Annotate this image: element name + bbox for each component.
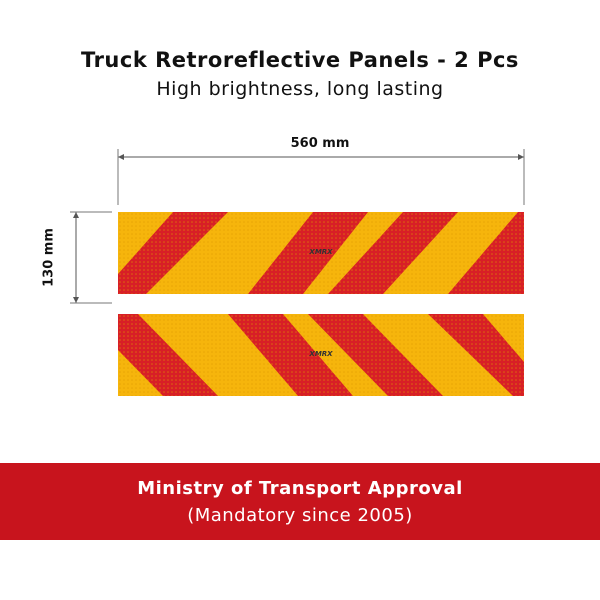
brand-logo: XMRX [309,350,333,358]
approval-subtitle: (Mandatory since 2005) [187,505,413,526]
reflective-panel-bottom: XMRX [118,314,524,396]
approval-banner [0,463,600,540]
brand-logo: XMRX [309,248,333,256]
height-dimension-label: 130 mm [41,228,57,287]
page-subtitle: High brightness, long lasting [156,78,444,100]
page-title: Truck Retroreflective Panels - 2 Pcs [81,48,519,72]
approval-title: Ministry of Transport Approval [137,478,463,499]
width-dimension-label: 560 mm [290,136,350,151]
reflective-panel-top: XMRX [118,212,524,294]
